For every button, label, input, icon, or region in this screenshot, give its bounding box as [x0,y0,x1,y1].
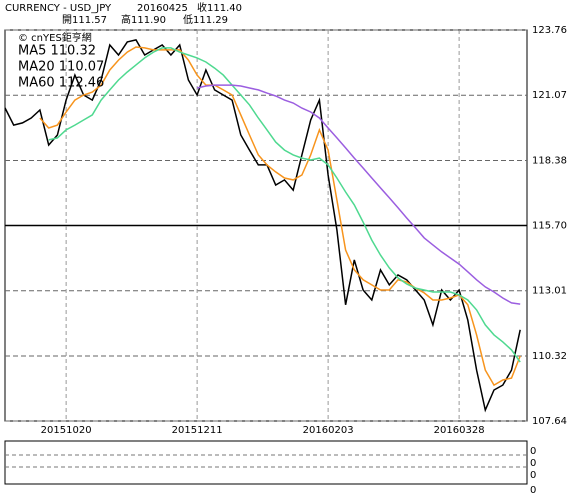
series-line [196,84,521,305]
x-tick-label: 20151020 [41,425,92,436]
quote-open: 開111.57 [62,14,107,26]
quote-date: 20160425 [137,3,188,14]
x-tick-label: 20151211 [172,425,223,436]
sub-tick-label: 0 [530,446,536,457]
sub-tick-label: 0 [530,485,536,496]
y-tick-label: 107.64 [532,416,567,427]
source: © cnYES鉅亨網 [18,31,92,44]
x-tick-label: 20160328 [434,425,485,436]
quote-high: 高111.90 [121,13,166,26]
legend-entry: MA60 112.46 [18,76,104,91]
quote-close: 收111.40 [197,1,242,14]
sub-tick-label: 0 [530,458,536,469]
legend-entry: MA5 110.32 [18,44,96,59]
y-tick-label: 110.32 [532,351,567,362]
sub-panel [4,440,528,485]
legend-entry: MA20 110.07 [18,60,104,75]
y-tick-label: 123.76 [532,25,567,36]
y-tick-label: 115.70 [532,221,567,232]
quote-low: 低111.29 [183,13,228,26]
series-line [4,39,521,413]
y-tick-label: 121.07 [532,90,567,101]
sub-tick-label: 0 [530,470,536,481]
y-tick-label: 113.01 [532,286,567,297]
x-tick-label: 20160203 [303,425,354,436]
symbol: CURRENCY - USD_JPY [5,3,112,14]
y-tick-label: 118.38 [532,155,567,166]
series-line [48,47,521,363]
series-line [39,46,521,387]
